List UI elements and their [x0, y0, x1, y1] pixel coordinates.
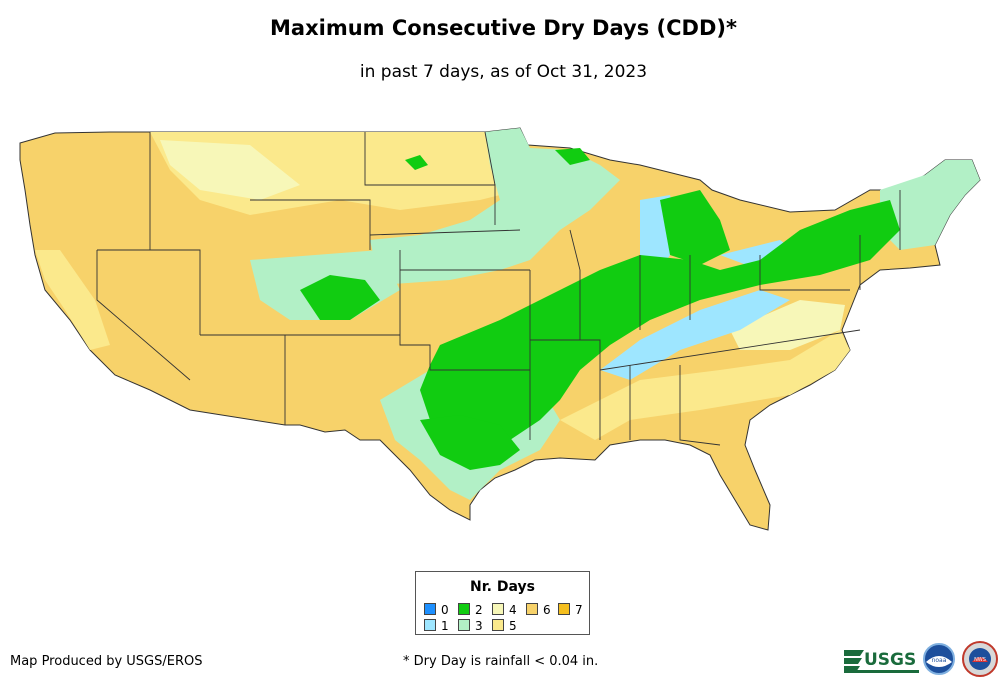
- legend-swatch-3: [458, 619, 470, 631]
- zone-2-texas-coast: [420, 415, 520, 470]
- footnote-text: * Dry Day is rainfall < 0.04 in.: [403, 654, 599, 669]
- legend-item-7: 7: [558, 603, 583, 617]
- svg-text:NWS: NWS: [974, 657, 986, 663]
- zone-2-central-band: [420, 200, 900, 450]
- map-title: Maximum Consecutive Dry Days (CDD)*: [270, 16, 737, 40]
- legend-swatch-2: [458, 603, 470, 615]
- us-dry-days-map: [19, 127, 981, 531]
- legend-item-3: 3: [458, 619, 483, 633]
- zone-3-new-england: [880, 160, 980, 250]
- legend-swatch-4: [492, 603, 504, 615]
- legend-item-0: 0: [424, 603, 449, 617]
- zone-1-ohio-valley: [600, 290, 790, 380]
- zone-5-california-valley: [35, 250, 110, 350]
- agency-logos: USGS noaa NWS: [844, 641, 998, 677]
- svg-text:noaa: noaa: [932, 657, 947, 664]
- legend-swatch-0: [424, 603, 436, 615]
- state-borders: [96, 131, 901, 446]
- legend-swatch-5: [492, 619, 504, 631]
- legend-swatch-7: [558, 603, 570, 615]
- legend-box: Nr. Days 0 1 2 3 4 5 6 7: [415, 571, 590, 635]
- legend-swatch-1: [424, 619, 436, 631]
- legend-item-6: 6: [526, 603, 551, 617]
- legend-title: Nr. Days: [470, 579, 535, 595]
- zone-2-colorado-spots: [300, 275, 380, 320]
- zone-5-southeast: [560, 330, 850, 440]
- credit-text: Map Produced by USGS/EROS: [10, 654, 203, 669]
- usgs-logo: USGS: [844, 650, 919, 673]
- legend-swatch-6: [526, 603, 538, 615]
- nws-logo: NWS: [962, 641, 998, 677]
- zone-2-upper-michigan: [660, 190, 730, 265]
- legend-item-4: 4: [492, 603, 517, 617]
- svg-text:USGS: USGS: [864, 650, 916, 670]
- zone-4-appalachia: [730, 300, 845, 350]
- legend-item-1: 1: [424, 619, 449, 633]
- map-subtitle: in past 7 days, as of Oct 31, 2023: [359, 62, 648, 82]
- zone-2-minnesota-spot: [555, 148, 590, 165]
- legend-item-2: 2: [458, 603, 483, 617]
- noaa-logo: noaa: [923, 643, 955, 675]
- zone-4-montana: [160, 140, 300, 200]
- zone-2-nd-spot: [405, 155, 428, 170]
- legend-item-5: 5: [492, 619, 517, 633]
